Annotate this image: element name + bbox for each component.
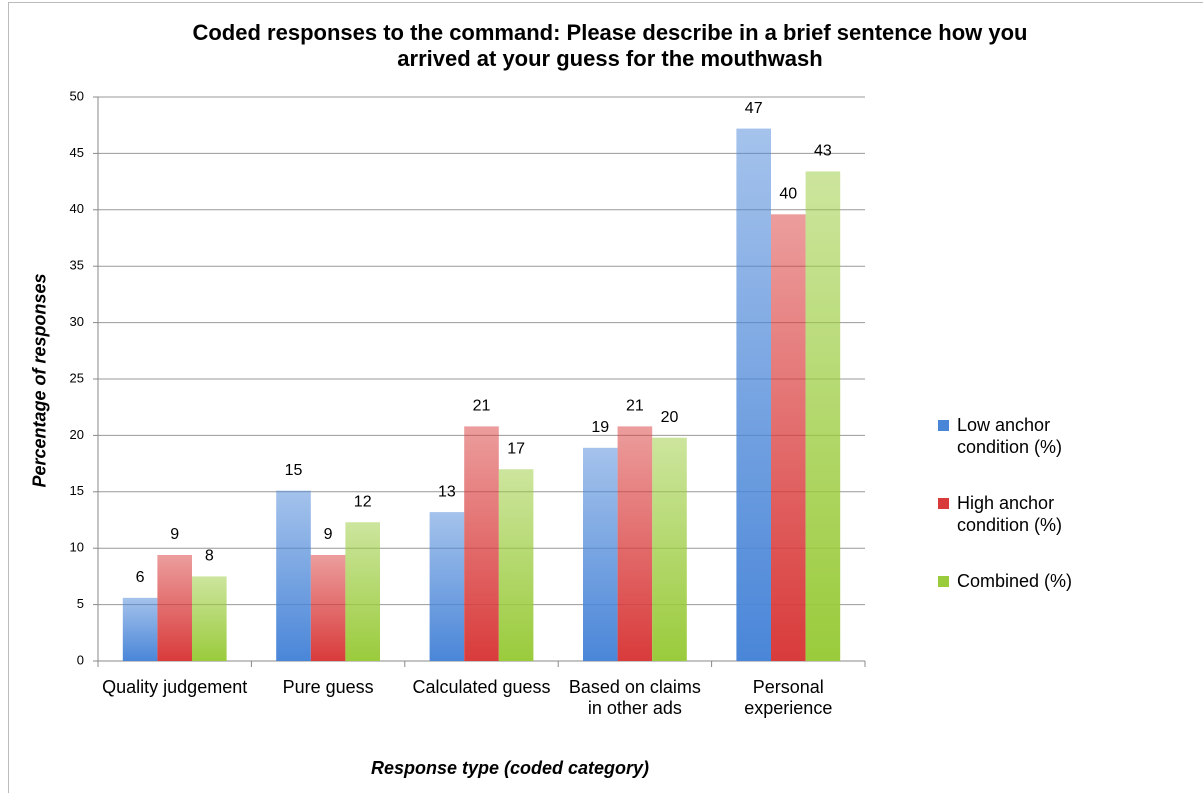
bar: [498, 469, 534, 661]
bar: [157, 554, 192, 661]
bar: [771, 214, 806, 661]
y-tick-label: 50: [70, 88, 84, 103]
y-tick-label: 45: [70, 145, 84, 160]
value-label: 47: [745, 100, 763, 117]
value-label: 20: [661, 409, 679, 426]
y-tick-label: 30: [70, 314, 84, 329]
legend-swatch: [938, 576, 949, 587]
bar: [736, 128, 771, 662]
bar: [310, 554, 346, 661]
x-tick-label: Based on claims in other ads: [568, 677, 701, 718]
y-tick-label: 35: [70, 258, 84, 273]
legend-label: Combined (%): [957, 571, 1073, 591]
value-label: 8: [205, 548, 214, 565]
value-label: 9: [170, 526, 179, 543]
value-label: 19: [591, 419, 609, 436]
bar: [652, 437, 687, 661]
x-tick-label: Personal experience: [744, 677, 833, 718]
legend-swatch: [938, 498, 949, 509]
value-label: 40: [779, 186, 797, 203]
chart-frame: [8, 2, 1203, 793]
bar: [583, 447, 618, 661]
value-label: 13: [438, 483, 456, 500]
y-tick-label: 0: [77, 652, 84, 667]
bar: [345, 522, 380, 661]
value-label: 9: [324, 526, 333, 543]
bar: [464, 426, 499, 661]
y-tick-label: 10: [70, 540, 84, 555]
y-tick-label: 40: [70, 201, 84, 216]
value-label: 21: [626, 398, 644, 415]
legend-label: Low anchor condition (%): [957, 415, 1063, 457]
bar: [276, 490, 311, 661]
x-tick-label: Calculated guess: [412, 677, 551, 697]
value-label: 17: [507, 440, 525, 457]
y-tick-label: 25: [70, 370, 84, 385]
legend-label: High anchor condition (%): [957, 493, 1063, 535]
x-axis-title: Response type (coded category): [370, 758, 650, 778]
bar: [429, 512, 465, 661]
bar: [617, 426, 653, 661]
value-label: 12: [354, 493, 372, 510]
y-tick-label: 15: [70, 483, 84, 498]
value-label: 21: [473, 398, 491, 415]
bar: [192, 576, 227, 661]
y-tick-label: 5: [77, 596, 84, 611]
chart-title: Coded responses to the command: Please d…: [192, 20, 1028, 71]
x-tick-label: Quality judgement: [102, 677, 248, 697]
y-tick-label: 20: [70, 427, 84, 442]
bar: [805, 171, 841, 661]
value-label: 15: [285, 462, 303, 479]
y-axis-title: Percentage of responses: [29, 273, 50, 488]
value-label: 43: [814, 143, 832, 160]
legend-swatch: [938, 420, 949, 431]
bar: [122, 597, 158, 661]
x-tick-label: Pure guess: [282, 677, 374, 697]
value-label: 6: [136, 569, 145, 586]
